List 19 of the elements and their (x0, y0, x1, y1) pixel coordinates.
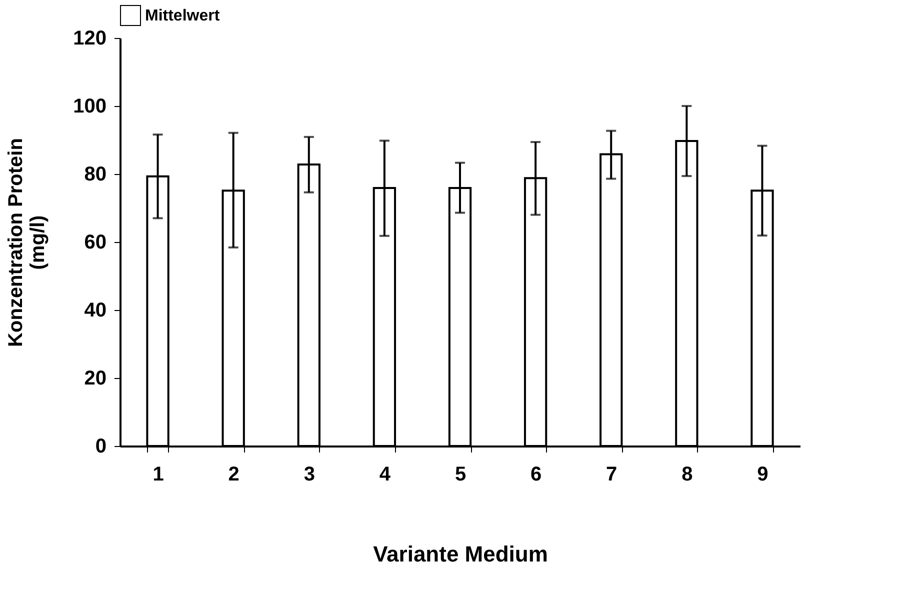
x-tick-label: 9 (757, 464, 768, 486)
y-tick-label: 60 (84, 232, 106, 254)
y-tick-label: 120 (73, 28, 106, 50)
y-axis-title: Konzentration Protein (mg/l) (5, 138, 50, 347)
x-tick-label: 8 (682, 464, 693, 486)
y-tick-label: 80 (84, 164, 106, 186)
x-tick-label: 2 (228, 464, 240, 486)
x-tick-label: 1 (152, 464, 164, 486)
legend-label: Mittelwert (145, 8, 220, 24)
y-tick-label: 100 (73, 96, 106, 118)
x-tick-label: 3 (304, 464, 315, 486)
y-tick-label: 0 (95, 436, 106, 458)
x-tick-label: 4 (379, 464, 392, 486)
y-tick-label: 20 (84, 368, 106, 390)
x-axis-title: Variante Medium (373, 542, 548, 566)
y-tick-label: 40 (84, 300, 106, 322)
x-tick-label: 7 (606, 464, 618, 486)
x-tick-label: 5 (454, 464, 466, 486)
x-tick-label: 6 (530, 464, 542, 486)
